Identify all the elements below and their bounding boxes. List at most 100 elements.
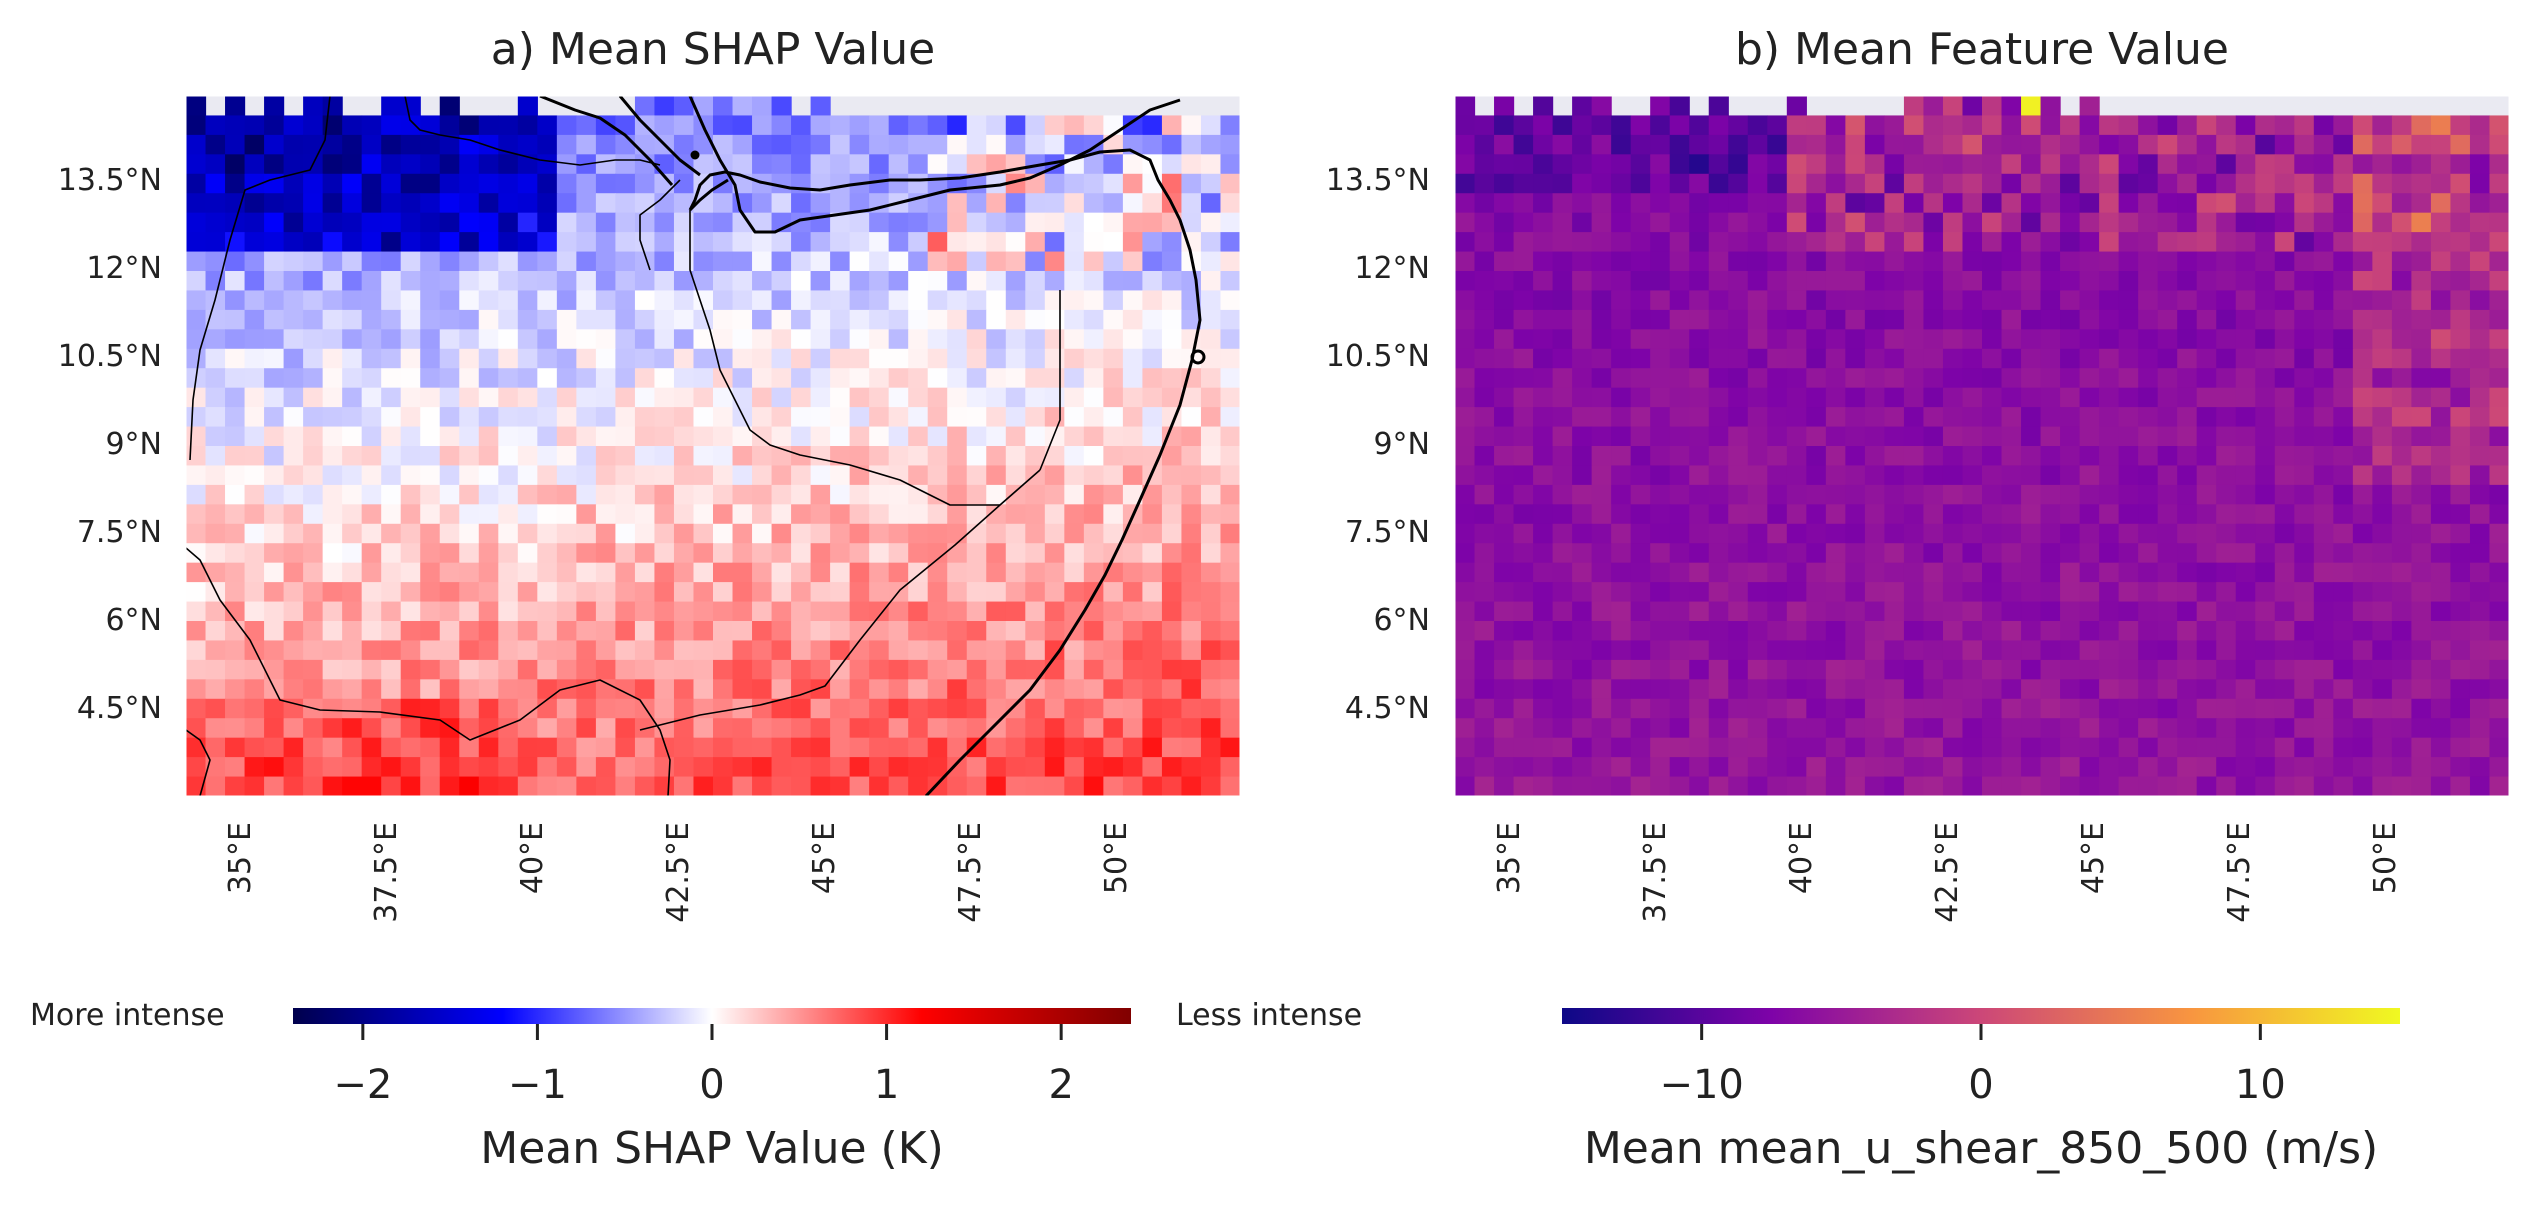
feature-cell xyxy=(2489,329,2509,350)
feature-cell xyxy=(1982,737,2003,758)
feature-cell xyxy=(1669,348,1690,369)
shap-cell xyxy=(1161,737,1183,758)
shap-cell xyxy=(771,426,792,447)
shap-cell xyxy=(693,407,714,428)
shap-cell xyxy=(713,232,734,253)
feature-cell xyxy=(2118,523,2139,544)
feature-cell xyxy=(1513,582,1534,603)
shap-cell xyxy=(595,484,617,505)
shap-cell xyxy=(478,562,499,583)
shap-cell xyxy=(713,698,734,719)
shap-cell xyxy=(654,348,675,369)
shap-cell xyxy=(264,601,285,622)
feature-cell xyxy=(2333,543,2354,564)
shap-cell xyxy=(361,679,382,700)
shap-cell xyxy=(791,562,812,583)
shap-cell xyxy=(1122,621,1144,642)
shap-cell xyxy=(595,329,617,350)
feature-cell xyxy=(1825,232,1846,253)
shap-cell xyxy=(498,757,519,778)
feature-cell xyxy=(1923,387,1944,408)
shap-cell xyxy=(615,621,636,642)
shap-cell xyxy=(322,173,343,194)
feature-cell xyxy=(2118,582,2139,603)
shap-cell xyxy=(927,698,948,719)
feature-cell xyxy=(2294,562,2315,583)
shap-cell xyxy=(537,193,558,214)
shap-cell xyxy=(1025,387,1046,408)
feature-cell xyxy=(1611,309,1632,330)
shap-cell xyxy=(634,543,656,564)
shap-cell xyxy=(927,251,948,272)
shap-cell xyxy=(225,465,246,486)
feature-cell xyxy=(2157,776,2178,796)
shap-cell xyxy=(595,601,617,622)
shap-cell xyxy=(576,271,597,292)
shap-cell xyxy=(986,484,1007,505)
shap-cell xyxy=(869,446,890,467)
feature-cell xyxy=(2352,387,2373,408)
shap-cell xyxy=(400,426,421,447)
shap-cell xyxy=(478,309,499,330)
shap-cell xyxy=(1083,523,1104,544)
feature-cell xyxy=(1903,290,1925,311)
shap-cell xyxy=(1142,504,1163,525)
shap-cell xyxy=(1025,271,1046,292)
feature-cell xyxy=(1669,96,1690,117)
lon-tick-label: 45°E xyxy=(2076,822,2111,894)
feature-cell xyxy=(1455,718,1476,739)
shap-cell xyxy=(927,621,948,642)
shap-cell xyxy=(595,465,617,486)
feature-cell xyxy=(1630,348,1651,369)
feature-cell xyxy=(1845,679,1866,700)
shap-cell xyxy=(673,115,695,136)
feature-cell xyxy=(1845,523,1866,544)
shap-cell xyxy=(771,134,792,155)
shap-cell xyxy=(459,115,480,136)
shap-cell xyxy=(927,407,948,428)
feature-cell xyxy=(2235,465,2256,486)
feature-cell xyxy=(2430,465,2452,486)
shap-cell xyxy=(673,309,695,330)
feature-cell xyxy=(2060,348,2081,369)
shap-cell xyxy=(556,368,577,389)
shap-cell xyxy=(264,543,285,564)
shap-cell xyxy=(732,446,753,467)
feature-cell xyxy=(2196,776,2217,796)
shap-cell xyxy=(498,698,519,719)
feature-cell xyxy=(1494,621,1515,642)
shap-cell xyxy=(810,757,831,778)
shap-cell xyxy=(186,407,207,428)
shap-cell xyxy=(556,659,577,680)
feature-cell xyxy=(1572,96,1593,117)
feature-cell xyxy=(1845,173,1866,194)
feature-cell xyxy=(2411,115,2432,136)
feature-cell xyxy=(1806,601,1827,622)
shap-cell xyxy=(459,173,480,194)
feature-cell xyxy=(2079,173,2100,194)
shap-cell xyxy=(947,504,968,525)
shap-cell xyxy=(908,718,929,739)
shap-cell xyxy=(1142,368,1163,389)
shap-cell xyxy=(1122,290,1144,311)
feature-cell xyxy=(2372,582,2393,603)
shap-cell xyxy=(986,737,1007,758)
feature-cell xyxy=(2450,154,2471,175)
shap-cell xyxy=(713,387,734,408)
shap-cell xyxy=(888,446,909,467)
feature-cell xyxy=(1767,640,1788,661)
shap-cell xyxy=(615,407,636,428)
feature-cell xyxy=(1884,698,1905,719)
shap-cell xyxy=(693,484,714,505)
feature-cell xyxy=(2489,757,2509,778)
shap-cell xyxy=(303,446,324,467)
feature-cell xyxy=(1786,154,1807,175)
feature-cell xyxy=(1806,115,1827,136)
shap-cell xyxy=(1220,659,1240,680)
shap-cell xyxy=(1025,659,1046,680)
shap-cell xyxy=(205,757,226,778)
feature-cell xyxy=(1591,212,1612,233)
panel-b-lon-ticks: 35°E 37.5°E 40°E 42.5°E 45°E 47.5°E 50°E xyxy=(1492,822,2403,923)
feature-cell xyxy=(1942,621,1964,642)
shap-cell xyxy=(771,621,792,642)
